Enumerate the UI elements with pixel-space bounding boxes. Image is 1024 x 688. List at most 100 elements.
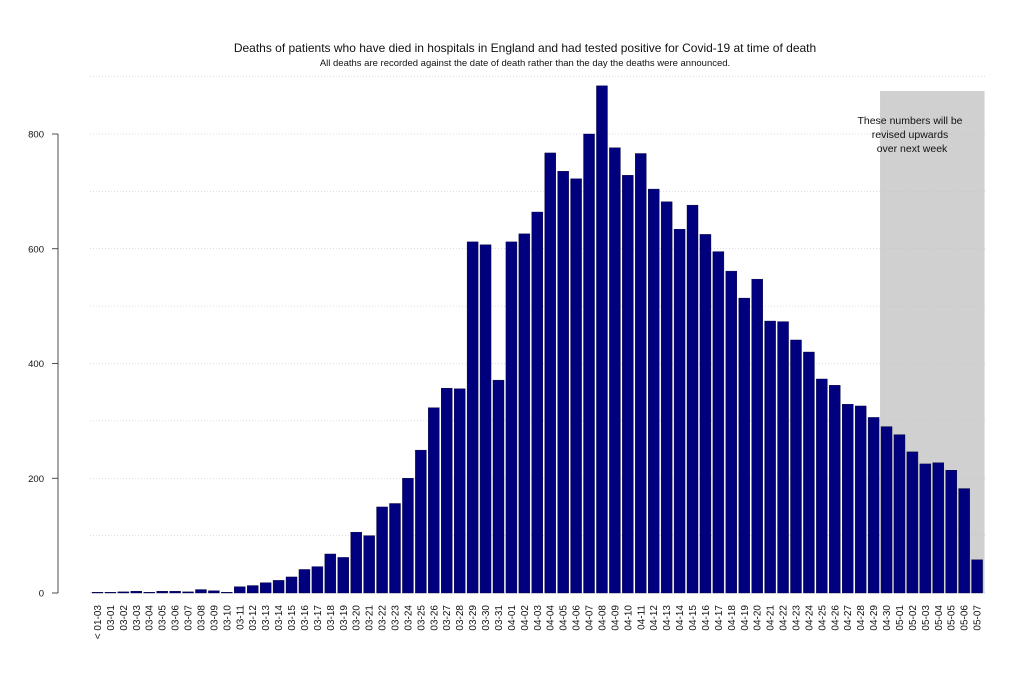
bar-04-16 <box>699 234 712 594</box>
x-tick-label: 03-09 <box>209 605 220 631</box>
x-tick-label: 03-10 <box>222 605 233 631</box>
x-tick-label: 03-01 <box>106 605 117 631</box>
chart-title: Deaths of patients who have died in hosp… <box>234 41 816 55</box>
bars <box>91 85 983 594</box>
x-tick-label: 05-07 <box>973 605 984 631</box>
x-tick-label: 04-15 <box>688 605 699 631</box>
bar-04-13 <box>660 201 673 594</box>
bar-04-19 <box>738 297 750 594</box>
bar-03-16 <box>298 569 311 594</box>
bar-03-28 <box>453 388 466 594</box>
x-tick-label: 03-21 <box>365 605 376 631</box>
x-tick-label: 04-09 <box>610 605 621 631</box>
bar-03-07 <box>182 591 194 594</box>
x-tick-label: 03-02 <box>119 605 130 631</box>
x-tick-label: 03-29 <box>468 605 479 631</box>
x-tick-label: 03-06 <box>171 605 182 631</box>
x-tick-label: 03-27 <box>442 605 453 631</box>
bar-05-02 <box>906 451 919 594</box>
x-tick-label: 03-08 <box>196 605 207 631</box>
x-tick-label: 04-21 <box>766 605 777 631</box>
x-tick-label: 03-24 <box>403 605 414 631</box>
bar-04-17 <box>712 251 725 594</box>
bar-03-09 <box>208 590 220 594</box>
x-tick-label: 03-28 <box>455 605 466 631</box>
x-tick-label: 03-07 <box>184 605 195 631</box>
x-tick-label: 04-16 <box>701 605 712 631</box>
bar-05-07 <box>971 559 983 594</box>
x-tick-label: 04-25 <box>817 605 828 631</box>
x-tick-label: 03-14 <box>274 605 285 631</box>
bar-03-11 <box>234 586 246 594</box>
bar-03-05 <box>156 591 168 594</box>
bar-04-20 <box>751 278 763 594</box>
x-tick-label: 03-19 <box>339 605 350 631</box>
x-tick-label: 03-31 <box>494 605 505 631</box>
x-tick-label: 04-08 <box>597 605 608 631</box>
bar-04-25 <box>816 378 828 594</box>
annotation-line: These numbers will be <box>857 115 962 127</box>
bar-05-06 <box>958 488 970 594</box>
bar-03-19 <box>337 557 349 594</box>
y-tick-label: 0 <box>39 589 44 600</box>
x-tick-label: 04-02 <box>520 605 531 631</box>
x-tick-label: 04-23 <box>791 605 802 631</box>
annotation-line: over next week <box>877 143 948 155</box>
bar-04-06 <box>570 178 582 594</box>
bar-03-20 <box>350 531 362 594</box>
y-tick-label: 200 <box>28 474 44 485</box>
x-tick-label: 04-20 <box>753 605 764 631</box>
x-tick-label: 03-26 <box>429 605 440 631</box>
bar-03-18 <box>324 553 337 594</box>
x-tick-label: < 01-03 <box>93 605 104 640</box>
x-tick-label: 04-10 <box>623 605 634 631</box>
x-tick-label: 05-06 <box>960 605 971 631</box>
bar-03-21 <box>363 535 375 594</box>
bar-04-26 <box>829 385 841 594</box>
bar-04-29 <box>867 417 880 594</box>
x-tick-label: 04-24 <box>804 605 815 631</box>
bar-04-01 <box>505 241 518 594</box>
x-tick-label: 03-23 <box>391 605 402 631</box>
x-tick-label: 03-15 <box>287 605 298 631</box>
x-tick-label: 03-16 <box>300 605 311 631</box>
bar-04-02 <box>518 233 531 594</box>
x-tick-label: 03-30 <box>481 605 492 631</box>
x-tick-labels: < 01-03 03-01 03-02 03-03 03-04 03-05 03-06 03-… <box>93 605 984 640</box>
x-tick-label: 03-25 <box>416 605 427 631</box>
bar-04-11 <box>635 153 647 594</box>
bar-05-04 <box>932 462 944 594</box>
bar-04-30 <box>880 426 893 594</box>
bar-04-22 <box>777 321 789 594</box>
y-tick-label: 600 <box>28 244 44 255</box>
bar-03-27 <box>441 387 453 594</box>
x-tick-label: 04-14 <box>675 605 686 631</box>
y-tick-label: 800 <box>28 130 44 141</box>
y-axis: 0 200 400 600 800 <box>28 130 59 600</box>
bar-03-23 <box>389 503 401 594</box>
x-tick-label: 05-04 <box>934 605 945 631</box>
x-tick-label: 05-03 <box>921 605 932 631</box>
x-tick-label: 04-18 <box>727 605 738 631</box>
x-tick-label: 04-19 <box>740 605 751 631</box>
x-tick-label: 05-01 <box>895 605 906 631</box>
bar-04-21 <box>764 320 776 594</box>
annotation-line: revised upwards <box>872 129 948 141</box>
bar-03-17 <box>311 566 324 594</box>
x-tick-label: 05-02 <box>908 605 919 631</box>
x-tick-label: 03-05 <box>158 605 169 631</box>
x-tick-label: 04-05 <box>559 605 570 631</box>
x-tick-label: 04-12 <box>649 605 660 631</box>
bar-03-24 <box>402 478 414 594</box>
x-tick-label: 03-03 <box>132 605 143 631</box>
x-tick-label: 03-13 <box>261 605 272 631</box>
y-tick-label: 400 <box>28 359 44 370</box>
bar-05-01 <box>893 434 906 594</box>
bar-05-05 <box>945 470 957 594</box>
bar-04-10 <box>622 175 634 594</box>
bar-03-04 <box>143 592 155 594</box>
x-tick-label: 04-17 <box>714 605 725 631</box>
bar-04-15 <box>686 204 699 594</box>
bar-03-14 <box>272 580 285 594</box>
